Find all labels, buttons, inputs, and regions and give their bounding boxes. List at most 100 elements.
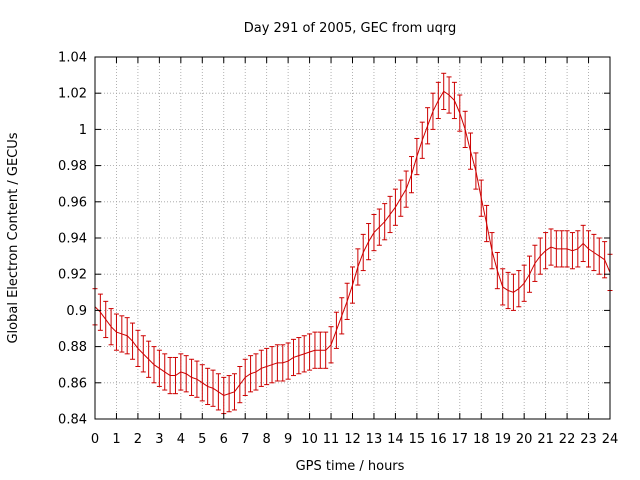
error-bar: [446, 76, 452, 114]
error-bar: [333, 311, 339, 349]
error-bar: [484, 204, 490, 243]
error-bar: [162, 353, 168, 391]
x-tick-label: 20: [516, 432, 533, 447]
error-bar: [274, 344, 280, 382]
x-tick-label: 14: [387, 432, 404, 447]
y-tick-label: 0.88: [58, 340, 87, 355]
data-series: [92, 72, 613, 415]
error-bar: [441, 72, 447, 110]
error-bar: [398, 179, 404, 217]
error-bar: [253, 353, 259, 391]
x-tick-label: 11: [323, 432, 340, 447]
x-tick-label: 9: [284, 432, 292, 447]
error-bar: [414, 137, 420, 176]
error-bar: [473, 152, 479, 190]
axis-ticks: [94, 56, 611, 420]
x-tick-label: 22: [559, 432, 576, 447]
error-bar: [167, 356, 173, 395]
error-bar: [307, 333, 313, 371]
chart-title: Day 291 of 2005, GEC from uqrg: [244, 21, 457, 36]
error-bar: [296, 337, 302, 375]
error-bar: [532, 244, 538, 282]
x-tick-label: 24: [602, 432, 619, 447]
x-tick-label: 17: [452, 432, 469, 447]
error-bar: [376, 208, 382, 246]
error-bar: [521, 264, 527, 302]
error-bar: [199, 364, 205, 402]
error-bar: [564, 230, 570, 268]
error-bar: [264, 347, 270, 386]
error-bar: [328, 326, 334, 364]
error-bar: [113, 313, 119, 351]
x-tick-label: 18: [473, 432, 490, 447]
x-tick-label: 8: [263, 432, 271, 447]
y-tick-label: 0.84: [58, 413, 87, 428]
error-bar: [596, 237, 602, 275]
error-bar: [231, 373, 237, 411]
y-axis-label: Global Electron Content / GECUs: [6, 132, 21, 343]
y-tick-label: 0.94: [58, 232, 87, 247]
error-bar: [569, 232, 575, 270]
error-bar: [248, 355, 254, 393]
x-tick-label: 6: [220, 432, 228, 447]
error-bar: [258, 349, 264, 387]
x-tick-label: 5: [198, 432, 206, 447]
error-bar: [140, 335, 146, 373]
error-bar: [156, 349, 162, 387]
error-bar: [510, 273, 516, 311]
error-bar: [97, 293, 103, 331]
error-bar: [435, 81, 441, 120]
error-bar: [339, 297, 345, 335]
error-bar: [360, 233, 366, 272]
error-bar: [323, 331, 329, 369]
error-bar: [500, 268, 506, 306]
error-bar: [215, 373, 221, 411]
error-bar: [237, 366, 243, 404]
error-bar: [559, 230, 565, 268]
error-bar: [269, 346, 275, 384]
error-bar: [575, 230, 581, 268]
error-bar: [344, 282, 350, 320]
error-bar: [280, 344, 286, 382]
error-bar: [178, 353, 184, 391]
error-bar: [387, 195, 393, 234]
y-tick-label: 1: [79, 123, 87, 138]
x-tick-label: 7: [241, 432, 249, 447]
error-bar: [124, 317, 130, 355]
error-bar: [586, 230, 592, 268]
y-tick-label: 0.96: [58, 195, 87, 210]
x-tick-label: 2: [134, 432, 142, 447]
error-bar: [312, 331, 318, 369]
error-bar: [468, 132, 474, 170]
x-tick-label: 19: [494, 432, 511, 447]
x-tick-label: 0: [91, 432, 99, 447]
x-tick-label: 21: [537, 432, 554, 447]
error-bar: [183, 355, 189, 393]
error-bar: [527, 255, 533, 293]
error-bar: [516, 270, 522, 308]
error-bar: [317, 331, 323, 369]
error-bar: [226, 375, 232, 413]
y-tick-label: 1.04: [58, 51, 87, 66]
error-bar: [151, 346, 157, 384]
x-tick-label: 4: [177, 432, 185, 447]
error-bar: [430, 92, 436, 130]
error-bar: [301, 335, 307, 373]
error-bar: [366, 223, 372, 261]
error-bar: [580, 224, 586, 263]
x-axis-label: GPS time / hours: [296, 459, 405, 474]
x-tick-label: 13: [366, 432, 383, 447]
error-bar: [290, 338, 296, 377]
y-tick-labels: 0.84 0.86 0.88 0.9 0.92 0.94 0.96 0.98 1 1.02 1.04: [58, 51, 87, 428]
y-tick-label: 0.98: [58, 159, 87, 174]
error-bar: [371, 213, 377, 252]
error-bar: [543, 232, 549, 270]
error-bar: [419, 121, 425, 159]
error-bar: [130, 322, 136, 360]
x-tick-label: 3: [155, 432, 163, 447]
error-bar: [505, 271, 511, 310]
error-bar: [478, 179, 484, 217]
error-bar: [210, 369, 216, 407]
error-bar: [425, 107, 431, 145]
